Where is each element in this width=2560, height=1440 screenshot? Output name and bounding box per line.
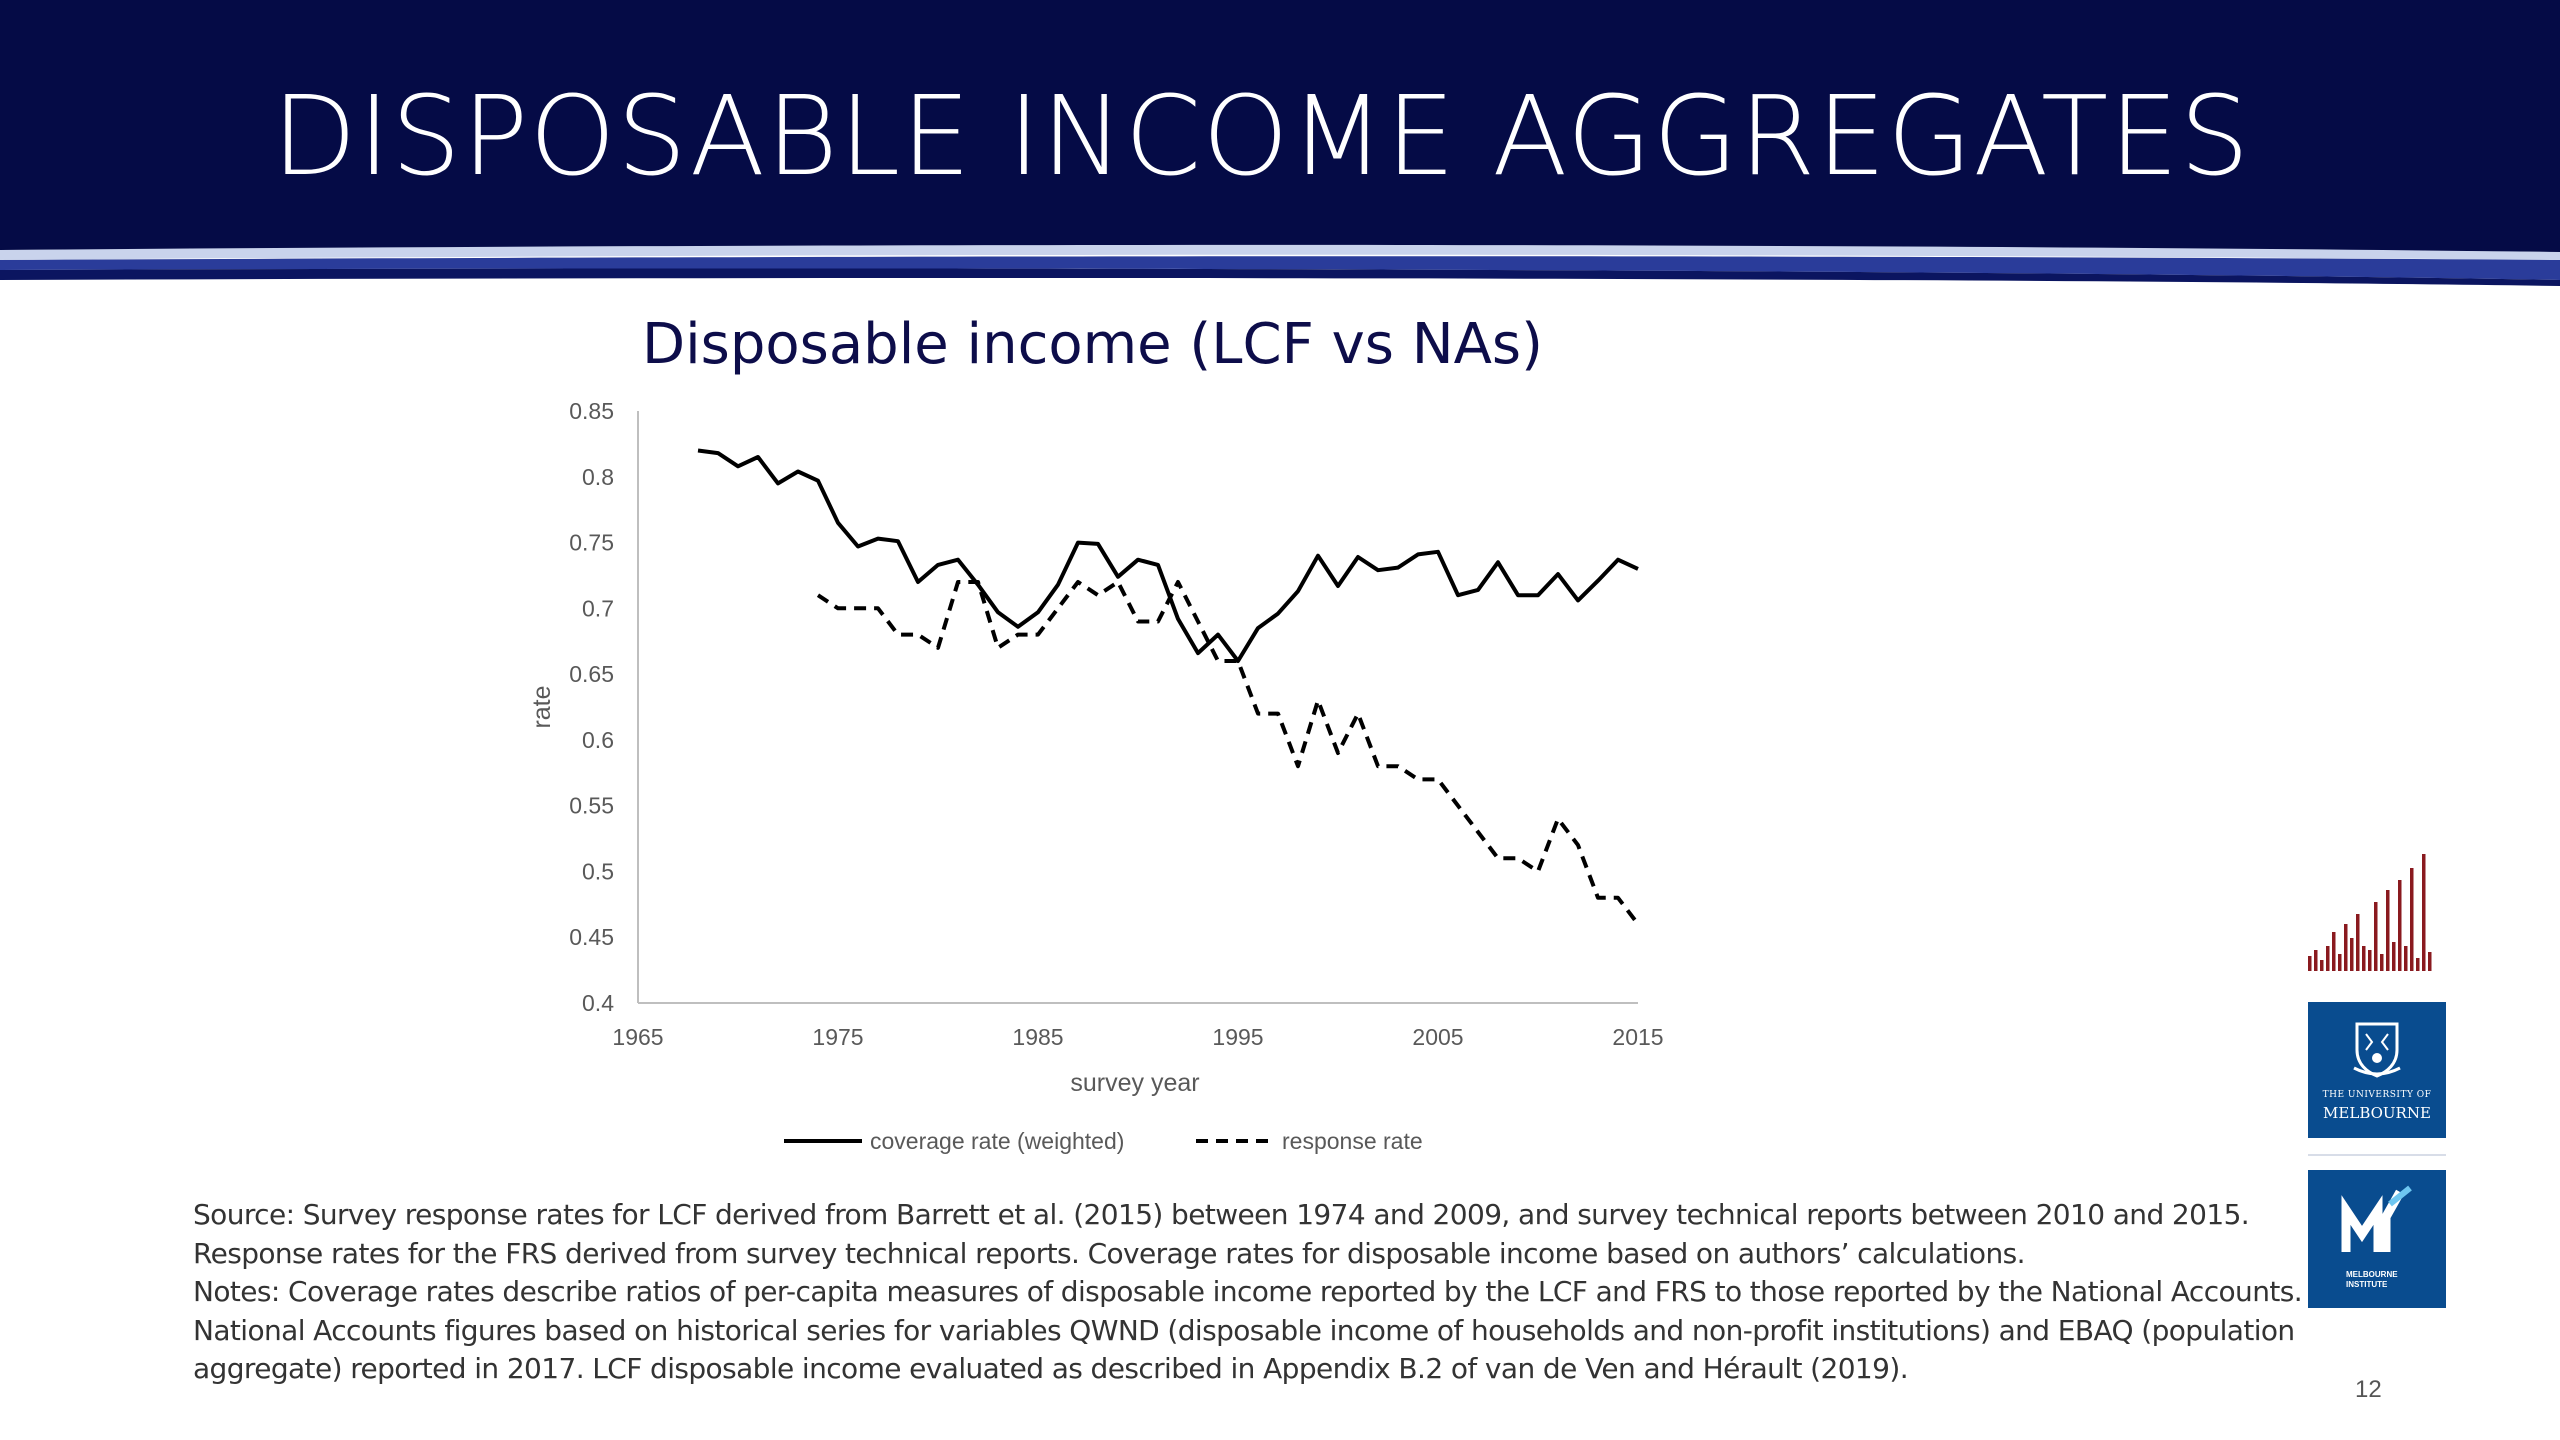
y-tick-label: 0.45 xyxy=(569,924,614,950)
y-tick-label: 0.75 xyxy=(569,530,614,556)
header-swoosh xyxy=(0,238,2560,298)
series-line-1 xyxy=(697,448,1639,663)
page-number: 12 xyxy=(2355,1376,2382,1403)
melbourne-institute-logo: MELBOURNE INSTITUTE xyxy=(2308,1170,2446,1308)
university-crest-icon xyxy=(2353,1022,2401,1078)
y-tick-label: 0.65 xyxy=(569,661,614,687)
series-line-2 xyxy=(816,580,1640,926)
legend-label: coverage rate (weighted) xyxy=(870,1128,1124,1154)
title-banner: DISPOSABLE INCOME AGGREGATES xyxy=(0,0,2560,252)
x-tick-label: 1975 xyxy=(812,1024,863,1050)
y-tick-label: 0.55 xyxy=(569,793,614,819)
university-name-line2: MELBOURNE xyxy=(2323,1104,2431,1122)
institute-name: MELBOURNE INSTITUTE xyxy=(2346,1270,2398,1289)
source-notes: Source: Survey response rates for LCF de… xyxy=(193,1196,2303,1389)
notes-line: Source: Survey response rates for LCF de… xyxy=(193,1198,2250,1231)
x-tick-label: 2015 xyxy=(1612,1024,1663,1050)
y-tick-label: 0.8 xyxy=(582,464,614,490)
x-tick-label: 1965 xyxy=(612,1024,663,1050)
mi-monogram-icon xyxy=(2341,1185,2412,1252)
notes-line: National Accounts figures based on histo… xyxy=(193,1313,2295,1347)
logo-divider xyxy=(2308,1154,2446,1156)
chart-title: Disposable income (LCF vs NAs) xyxy=(642,312,1543,377)
y-tick-label: 0.6 xyxy=(582,727,614,753)
bar-pattern-icon xyxy=(2308,854,2432,971)
x-tick-label: 2005 xyxy=(1412,1024,1463,1050)
y-tick-label: 0.5 xyxy=(582,858,614,884)
university-name-line1: THE UNIVERSITY OF xyxy=(2322,1090,2432,1100)
notes-line: Notes: Coverage rates describe ratios of… xyxy=(193,1275,2303,1308)
y-axis-label: rate xyxy=(528,685,556,728)
university-logo: THE UNIVERSITY OF MELBOURNE xyxy=(2308,1002,2446,1138)
x-tick-label: 1985 xyxy=(1012,1024,1063,1050)
notes-line: Response rates for the FRS derived from … xyxy=(193,1236,2026,1270)
y-tick-label: 0.7 xyxy=(582,595,614,621)
legend-label: response rate xyxy=(1282,1128,1423,1154)
notes-line: aggregate) reported in 2017. LCF disposa… xyxy=(193,1352,1909,1385)
x-tick-label: 1995 xyxy=(1212,1024,1263,1050)
x-axis-label: survey year xyxy=(1070,1069,1199,1097)
y-tick-label: 0.85 xyxy=(569,398,614,424)
y-tick-label: 0.4 xyxy=(582,990,614,1016)
slide-title: DISPOSABLE INCOME AGGREGATES xyxy=(272,72,2251,200)
